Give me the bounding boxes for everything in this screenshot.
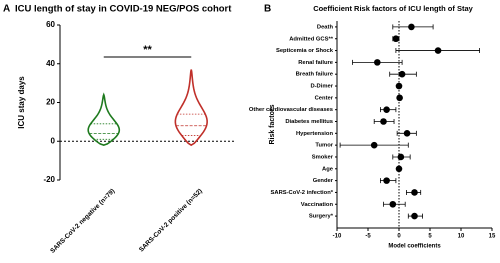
- point-estimate: [411, 189, 418, 196]
- y-tick-label: Smoker: [312, 155, 334, 161]
- x-tick-label: -10: [333, 234, 342, 240]
- chart-title: ICU length of stay in COVID-19 NEG/POS c…: [15, 4, 232, 15]
- x-tick-label: 10: [458, 234, 465, 240]
- y-tick-label: Center: [315, 95, 334, 101]
- y-tick-label: Admitted GCS**: [289, 36, 334, 42]
- significance-label: **: [143, 44, 152, 56]
- y-axis-label: ICU stay days: [17, 76, 26, 129]
- point-estimate: [397, 153, 405, 161]
- y-tick-label: Vaccination: [301, 202, 334, 208]
- y-tick-label: 0: [51, 136, 56, 145]
- point-estimate: [398, 70, 406, 78]
- x-tick-label: 0: [397, 234, 401, 240]
- point-estimate: [392, 35, 400, 43]
- y-tick-label: Renal failure: [298, 60, 334, 66]
- y-tick-label: Age: [322, 166, 334, 172]
- panel-letter: A: [3, 4, 10, 15]
- y-tick-label: Hypertension: [296, 131, 334, 137]
- y-tick-label: 60: [46, 20, 55, 29]
- y-tick-label: Breath failure: [296, 72, 334, 78]
- point-estimate: [383, 177, 390, 184]
- y-tick-label: Surgery*: [309, 214, 334, 220]
- y-tick-label: Septicemia or Shock: [276, 48, 334, 54]
- chart-title: Coefficient Risk factors of ICU length o…: [313, 4, 473, 13]
- violin: [174, 69, 208, 147]
- point-estimate: [389, 200, 397, 208]
- y-tick-label: Death: [317, 24, 334, 30]
- y-tick-label: Gender: [313, 178, 334, 184]
- x-axis-label: Model coefficients: [388, 244, 441, 250]
- x-tick-label: 5: [428, 234, 432, 240]
- y-axis-label: Risk factors: [269, 104, 276, 144]
- point-estimate: [380, 118, 387, 125]
- y-tick-label: 20: [46, 98, 55, 107]
- point-estimate: [408, 23, 415, 31]
- point-estimate: [370, 141, 378, 149]
- x-tick-label: SARS-CoV-2 negative (n=79): [49, 188, 116, 255]
- point-estimate: [403, 130, 411, 137]
- point-estimate: [395, 82, 403, 90]
- panel-letter: B: [264, 4, 271, 15]
- y-tick-label: SARS-CoV-2 infection*: [271, 190, 334, 196]
- violin: [87, 92, 121, 146]
- x-tick-label: SARS-CoV-2 positive (n=52): [138, 188, 204, 254]
- x-tick-label: 15: [489, 234, 496, 240]
- y-tick-label: Diabetes mellitus: [285, 119, 333, 125]
- point-estimate: [396, 94, 403, 102]
- point-estimate: [383, 106, 390, 113]
- y-tick-label: Other cardiovascular diseases: [249, 107, 333, 113]
- y-tick-label: Tumor: [315, 143, 333, 149]
- point-estimate: [411, 212, 418, 220]
- y-tick-label: D-Dimer: [310, 84, 333, 90]
- x-tick-label: -5: [365, 234, 371, 240]
- point-estimate: [434, 47, 442, 54]
- point-estimate: [395, 165, 403, 173]
- y-tick-label: 40: [46, 59, 55, 68]
- y-tick-label: -20: [43, 175, 55, 184]
- point-estimate: [374, 59, 381, 66]
